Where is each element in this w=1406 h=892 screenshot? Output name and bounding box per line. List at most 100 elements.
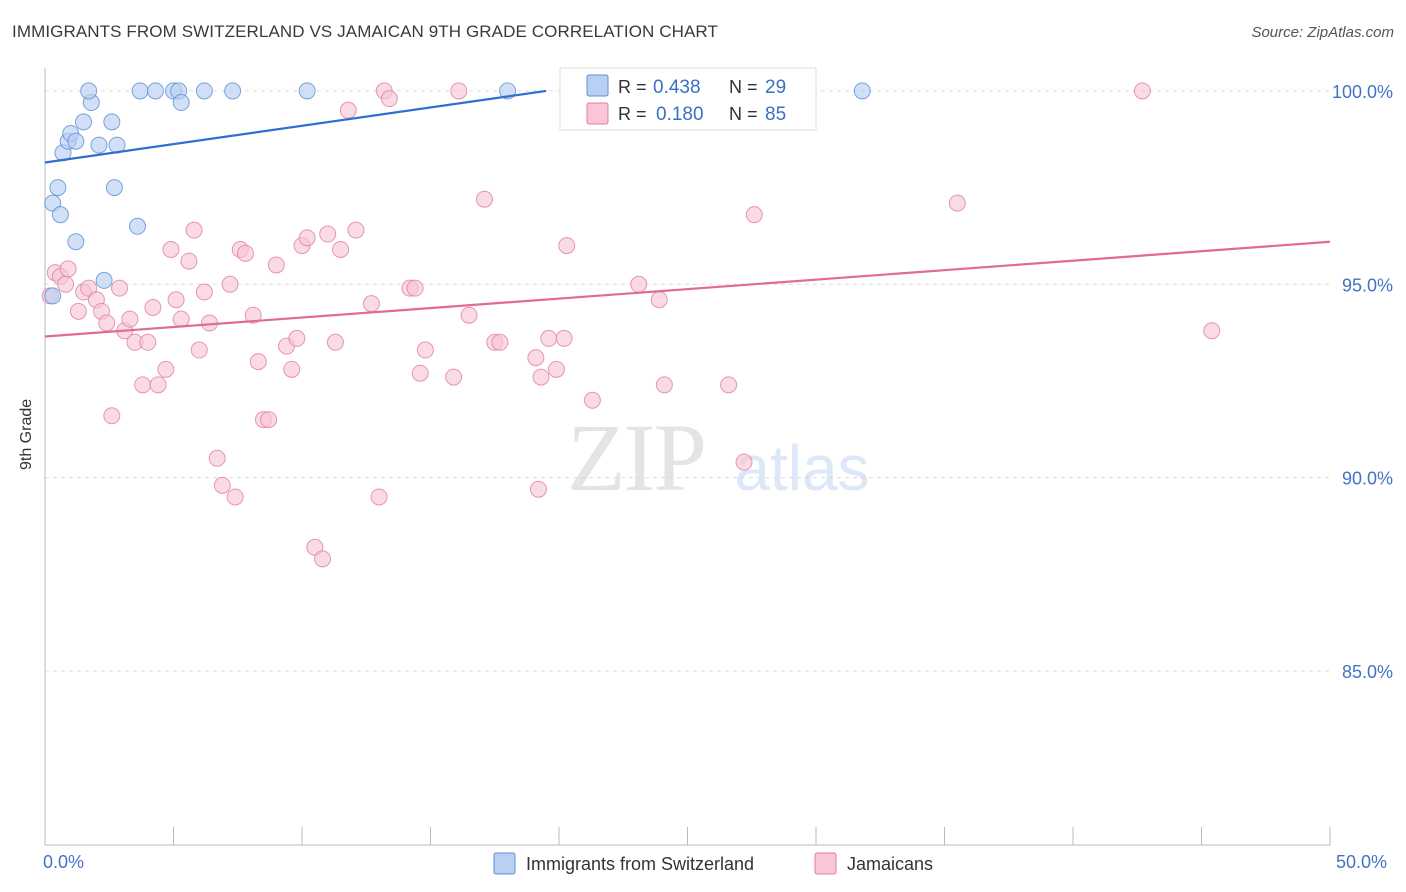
stats-n-value-0: 29 <box>765 77 786 98</box>
jamaicans-point-53 <box>370 488 388 506</box>
y-tick-label-2: 90.0% <box>1342 469 1393 489</box>
stats-n-label-0: N = <box>729 77 758 97</box>
jamaicans-point-29 <box>208 449 226 467</box>
switzerland-point-22 <box>172 94 190 112</box>
jamaicans-point-42 <box>288 329 306 347</box>
jamaicans-point-50 <box>339 101 357 119</box>
jamaicans-point-4 <box>59 260 77 278</box>
jamaicans-point-5 <box>69 302 87 320</box>
jamaicans-point-21 <box>162 240 180 258</box>
jamaicans-point-66 <box>527 349 545 367</box>
switzerland-point-19 <box>147 82 165 100</box>
jamaicans-point-24 <box>180 252 198 270</box>
switzerland-point-17 <box>129 217 147 235</box>
y-tick-label-1: 95.0% <box>1342 275 1393 295</box>
jamaicans-point-35 <box>244 306 262 324</box>
jamaicans-point-70 <box>547 360 565 378</box>
y-axis-label: 9th Grade <box>18 398 35 470</box>
jamaicans-point-41 <box>283 360 301 378</box>
switzerland-point-23 <box>195 82 213 100</box>
jamaicans-point-11 <box>103 407 121 425</box>
stats-swatch-pink <box>586 102 609 125</box>
switzerland-point-24 <box>224 82 242 100</box>
jamaicans-point-18 <box>144 298 162 316</box>
jamaicans-trend-line <box>44 240 1331 338</box>
jamaicans-point-51 <box>347 221 365 239</box>
jamaicans-point-27 <box>195 283 213 301</box>
jamaicans-point-71 <box>555 329 573 347</box>
jamaicans-point-10 <box>98 314 116 332</box>
legend-swatch-switzerland <box>493 852 516 875</box>
jamaicans-point-22 <box>167 291 185 309</box>
jamaicans-point-25 <box>185 221 203 239</box>
jamaicans-point-23 <box>172 310 190 328</box>
gridlines <box>45 90 1330 672</box>
switzerland-point-8 <box>67 132 85 150</box>
jamaicans-point-68 <box>529 480 547 498</box>
legend-label-jamaicans: Jamaicans <box>847 854 933 874</box>
stats-n-label-1: N = <box>729 104 758 124</box>
switzerland-point-3 <box>51 206 69 224</box>
stats-r-label-0: R = <box>618 77 647 97</box>
switzerland-points <box>44 82 871 305</box>
switzerland-point-9 <box>75 113 93 131</box>
stats-legend: R = 0.438 N = 29 R = 0.180 N = 85 <box>559 67 817 131</box>
jamaicans-point-19 <box>149 376 167 394</box>
switzerland-point-1 <box>49 179 67 197</box>
switzerland-point-15 <box>105 179 123 197</box>
switzerland-point-28 <box>853 82 871 100</box>
jamaicans-point-32 <box>226 488 244 506</box>
switzerland-point-12 <box>90 136 108 154</box>
jamaicans-point-72 <box>558 237 576 255</box>
switzerland-point-16 <box>95 271 113 289</box>
jamaicans-point-83 <box>1133 82 1151 100</box>
jamaicans-point-48 <box>326 333 344 351</box>
jamaicans-point-46 <box>314 550 332 568</box>
jamaicans-point-60 <box>445 368 463 386</box>
jamaicans-point-14 <box>121 310 139 328</box>
jamaicans-point-59 <box>416 341 434 359</box>
jamaicans-point-38 <box>260 411 278 429</box>
stats-r-label-1: R = <box>618 104 647 124</box>
stats-swatch-blue <box>586 74 609 97</box>
jamaicans-point-30 <box>213 476 231 494</box>
jamaicans-point-65 <box>491 333 509 351</box>
jamaicans-point-52 <box>362 295 380 313</box>
switzerland-point-18 <box>131 82 149 100</box>
jamaicans-point-80 <box>735 453 753 471</box>
jamaicans-point-63 <box>475 190 493 208</box>
jamaicans-point-73 <box>583 391 601 409</box>
jamaicans-point-69 <box>540 329 558 347</box>
jamaicans-point-16 <box>134 376 152 394</box>
stats-n-value-1: 85 <box>765 104 786 125</box>
jamaicans-points <box>41 82 1221 568</box>
jamaicans-point-34 <box>236 244 254 262</box>
jamaicans-point-61 <box>450 82 468 100</box>
y-tick-label-0: 100.0% <box>1332 82 1393 102</box>
jamaicans-point-47 <box>319 225 337 243</box>
legend-swatch-jamaicans <box>814 852 837 875</box>
jamaicans-point-81 <box>745 206 763 224</box>
jamaicans-point-67 <box>532 368 550 386</box>
jamaicans-point-74 <box>630 275 648 293</box>
bottom-legend: Immigrants from Switzerland Jamaicans <box>493 852 933 875</box>
legend-label-switzerland: Immigrants from Switzerland <box>526 854 754 874</box>
watermark-zip: ZIP <box>567 404 705 511</box>
jamaicans-point-17 <box>139 333 157 351</box>
jamaicans-point-49 <box>332 240 350 258</box>
switzerland-point-0 <box>44 287 62 305</box>
watermark-atlas: atlas <box>734 432 869 504</box>
jamaicans-point-84 <box>1203 322 1221 340</box>
switzerland-point-11 <box>80 82 98 100</box>
jamaicans-point-62 <box>460 306 478 324</box>
jamaicans-point-26 <box>190 341 208 359</box>
jamaicans-point-20 <box>157 360 175 378</box>
jamaicans-point-31 <box>221 275 239 293</box>
y-tick-label-3: 85.0% <box>1342 662 1393 682</box>
switzerland-point-13 <box>103 113 121 131</box>
jamaicans-point-82 <box>948 194 966 212</box>
jamaicans-point-44 <box>298 229 316 247</box>
x-tick-label-max: 50.0% <box>1336 852 1388 872</box>
jamaicans-point-78 <box>720 376 738 394</box>
